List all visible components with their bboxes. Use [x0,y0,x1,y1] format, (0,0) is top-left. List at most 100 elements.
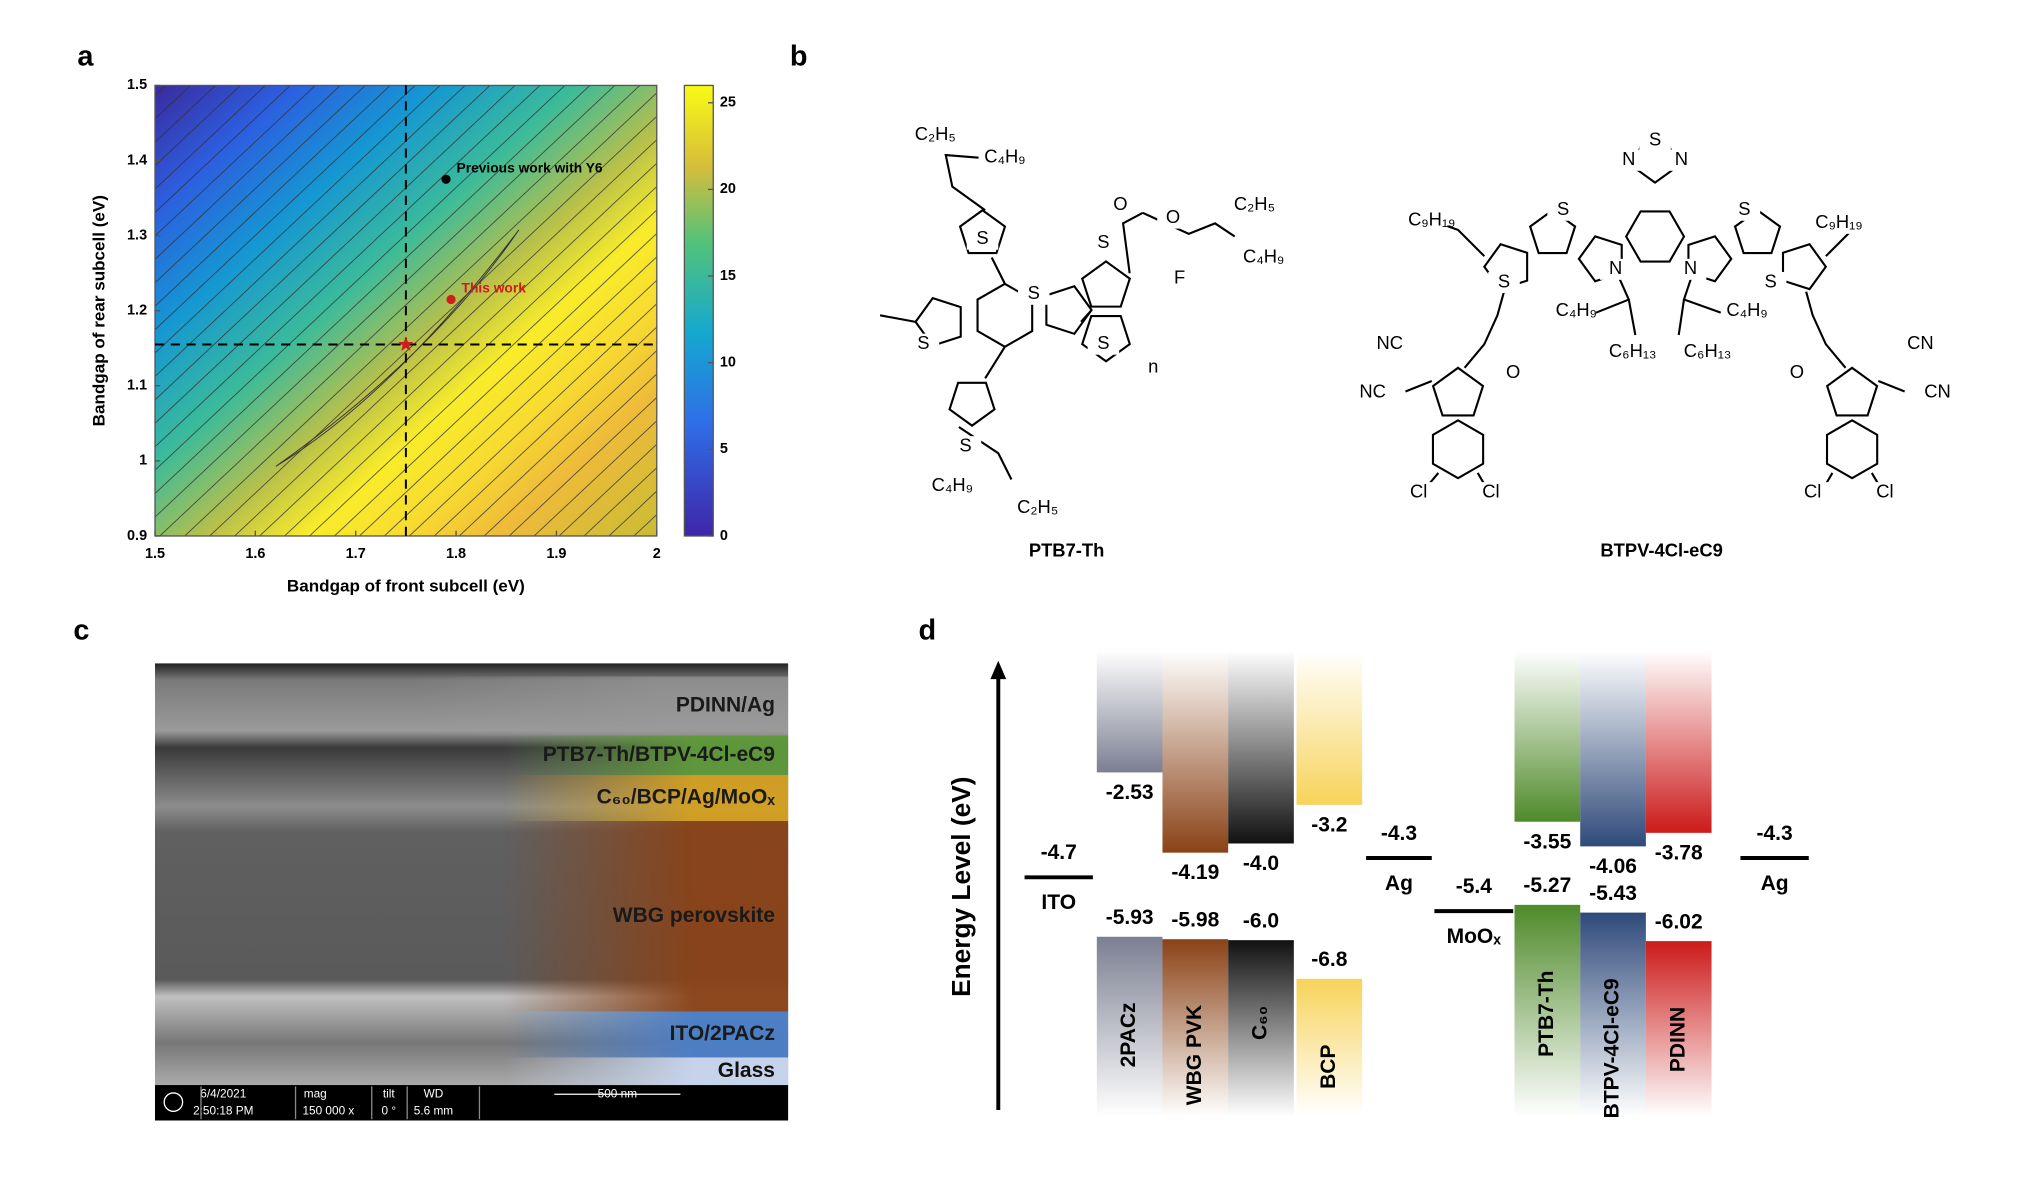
atom-label: CN [1924,381,1951,402]
y-tick-label: 1.2 [127,303,147,319]
bond [1877,380,1906,393]
contour-line [308,209,657,536]
panel-label: d [919,614,937,646]
homo-label: -5.93 [1106,906,1154,929]
y-axis-label: Bandgap of rear subcell (eV) [89,195,108,426]
material-label: PDINN [1666,1007,1689,1072]
atom-bg [936,475,969,497]
panel-label: b [790,40,808,72]
sem-info: tilt [383,1086,396,1100]
contour-line [283,185,657,536]
material-label: PTB7-Th [1535,971,1558,1057]
atom-bg [1781,362,1813,384]
atom-bg [1547,199,1579,221]
layer-overlay [154,1057,789,1086]
atom-label: C₄H₉ [984,146,1025,167]
atom-label: C₄H₉ [1556,299,1597,320]
bond [958,426,1013,480]
contour-line [154,85,416,331]
molecule-name: PTB7-Th [1029,540,1105,561]
atom-label: C₉H₁₉ [1408,209,1455,230]
atom-bg [1087,232,1120,254]
atom-label: C₂H₅ [1234,193,1275,214]
atom-label: S [1028,282,1040,303]
ring [1825,419,1879,480]
contour-line [154,85,391,307]
contour-line [275,229,520,467]
layer-label: PTB7-Th/BTPV-4Cl-eC9 [543,743,775,766]
panel-label: a [77,40,94,72]
contour-line [433,326,657,536]
atom-label: Cl [1876,480,1893,501]
bond [1595,275,1631,314]
homo-label: -6.8 [1311,948,1348,971]
material-label: 2PACz [1117,1002,1140,1067]
contour-line [383,279,657,536]
atom-label: C₄H₉ [1726,299,1767,320]
atom-label: S [976,227,988,248]
electrode-value: -4.7 [1041,841,1077,864]
contour-line [408,303,657,536]
contour-line [358,256,657,536]
atom-bg [1238,194,1271,216]
layer-overlay [154,775,789,822]
contour-line [608,490,657,536]
lumo-band [1228,650,1294,844]
contour-line [154,85,616,518]
electrode-name: ITO [1041,891,1076,914]
homo-label: -5.43 [1589,882,1637,905]
panel-label: c [73,614,89,646]
x-tick-label: 2 [653,546,661,562]
contour-line [583,467,657,536]
atom-label: F [1174,266,1185,287]
atom-label: CN [1907,332,1934,353]
atom-label: C₄H₉ [932,474,973,495]
sem-info: 0 ° [382,1103,397,1117]
homo-band [1580,912,1646,1117]
bond [1405,380,1433,393]
y-tick-label: 1.1 [127,378,147,394]
homo-label: -6.0 [1243,909,1279,932]
atom-label: O [1166,206,1180,227]
atom-label: Cl [1410,480,1427,501]
atom-bg [1416,210,1448,232]
material-label: BTPV-4Cl-eC9 [1601,978,1624,1118]
contour-line [184,92,657,536]
contour-line [483,373,657,536]
contour-line [154,85,566,471]
atom-bg [1373,333,1406,355]
atom-bg [1475,482,1507,504]
layer-label: ITO/2PACz [670,1022,775,1045]
atom-label: O [1506,361,1520,382]
atom-label: N [1684,257,1697,278]
ring [1781,243,1828,291]
atom-label: n [1148,356,1158,377]
bond [1121,211,1144,274]
layer-overlay [154,821,789,1012]
contour-line [258,162,657,536]
bond [984,346,1006,379]
lumo-label: -4.0 [1243,852,1279,875]
atom-bg [1904,333,1937,355]
contour-line [159,85,641,536]
atom-bg [1488,271,1520,293]
material-label: C₆₀ [1249,1006,1272,1040]
homo-band [1162,939,1229,1117]
atom-bg [1613,149,1645,171]
homo-label: -5.98 [1171,908,1219,931]
ring [1080,315,1132,363]
bond [1627,299,1637,336]
electrode-name: Ag [1761,872,1789,895]
y-tick-label: 1.4 [127,152,147,168]
layer-label: PDINN/Ag [676,694,775,717]
homo-band [1228,940,1294,1117]
bond [1805,291,1847,369]
sem-info: 6/4/2021 [200,1086,246,1100]
atom-bg [1731,300,1763,322]
atom-bg [1021,497,1054,519]
atom-bg [1157,207,1189,229]
bond [1080,309,1093,323]
contour-line [154,85,217,143]
